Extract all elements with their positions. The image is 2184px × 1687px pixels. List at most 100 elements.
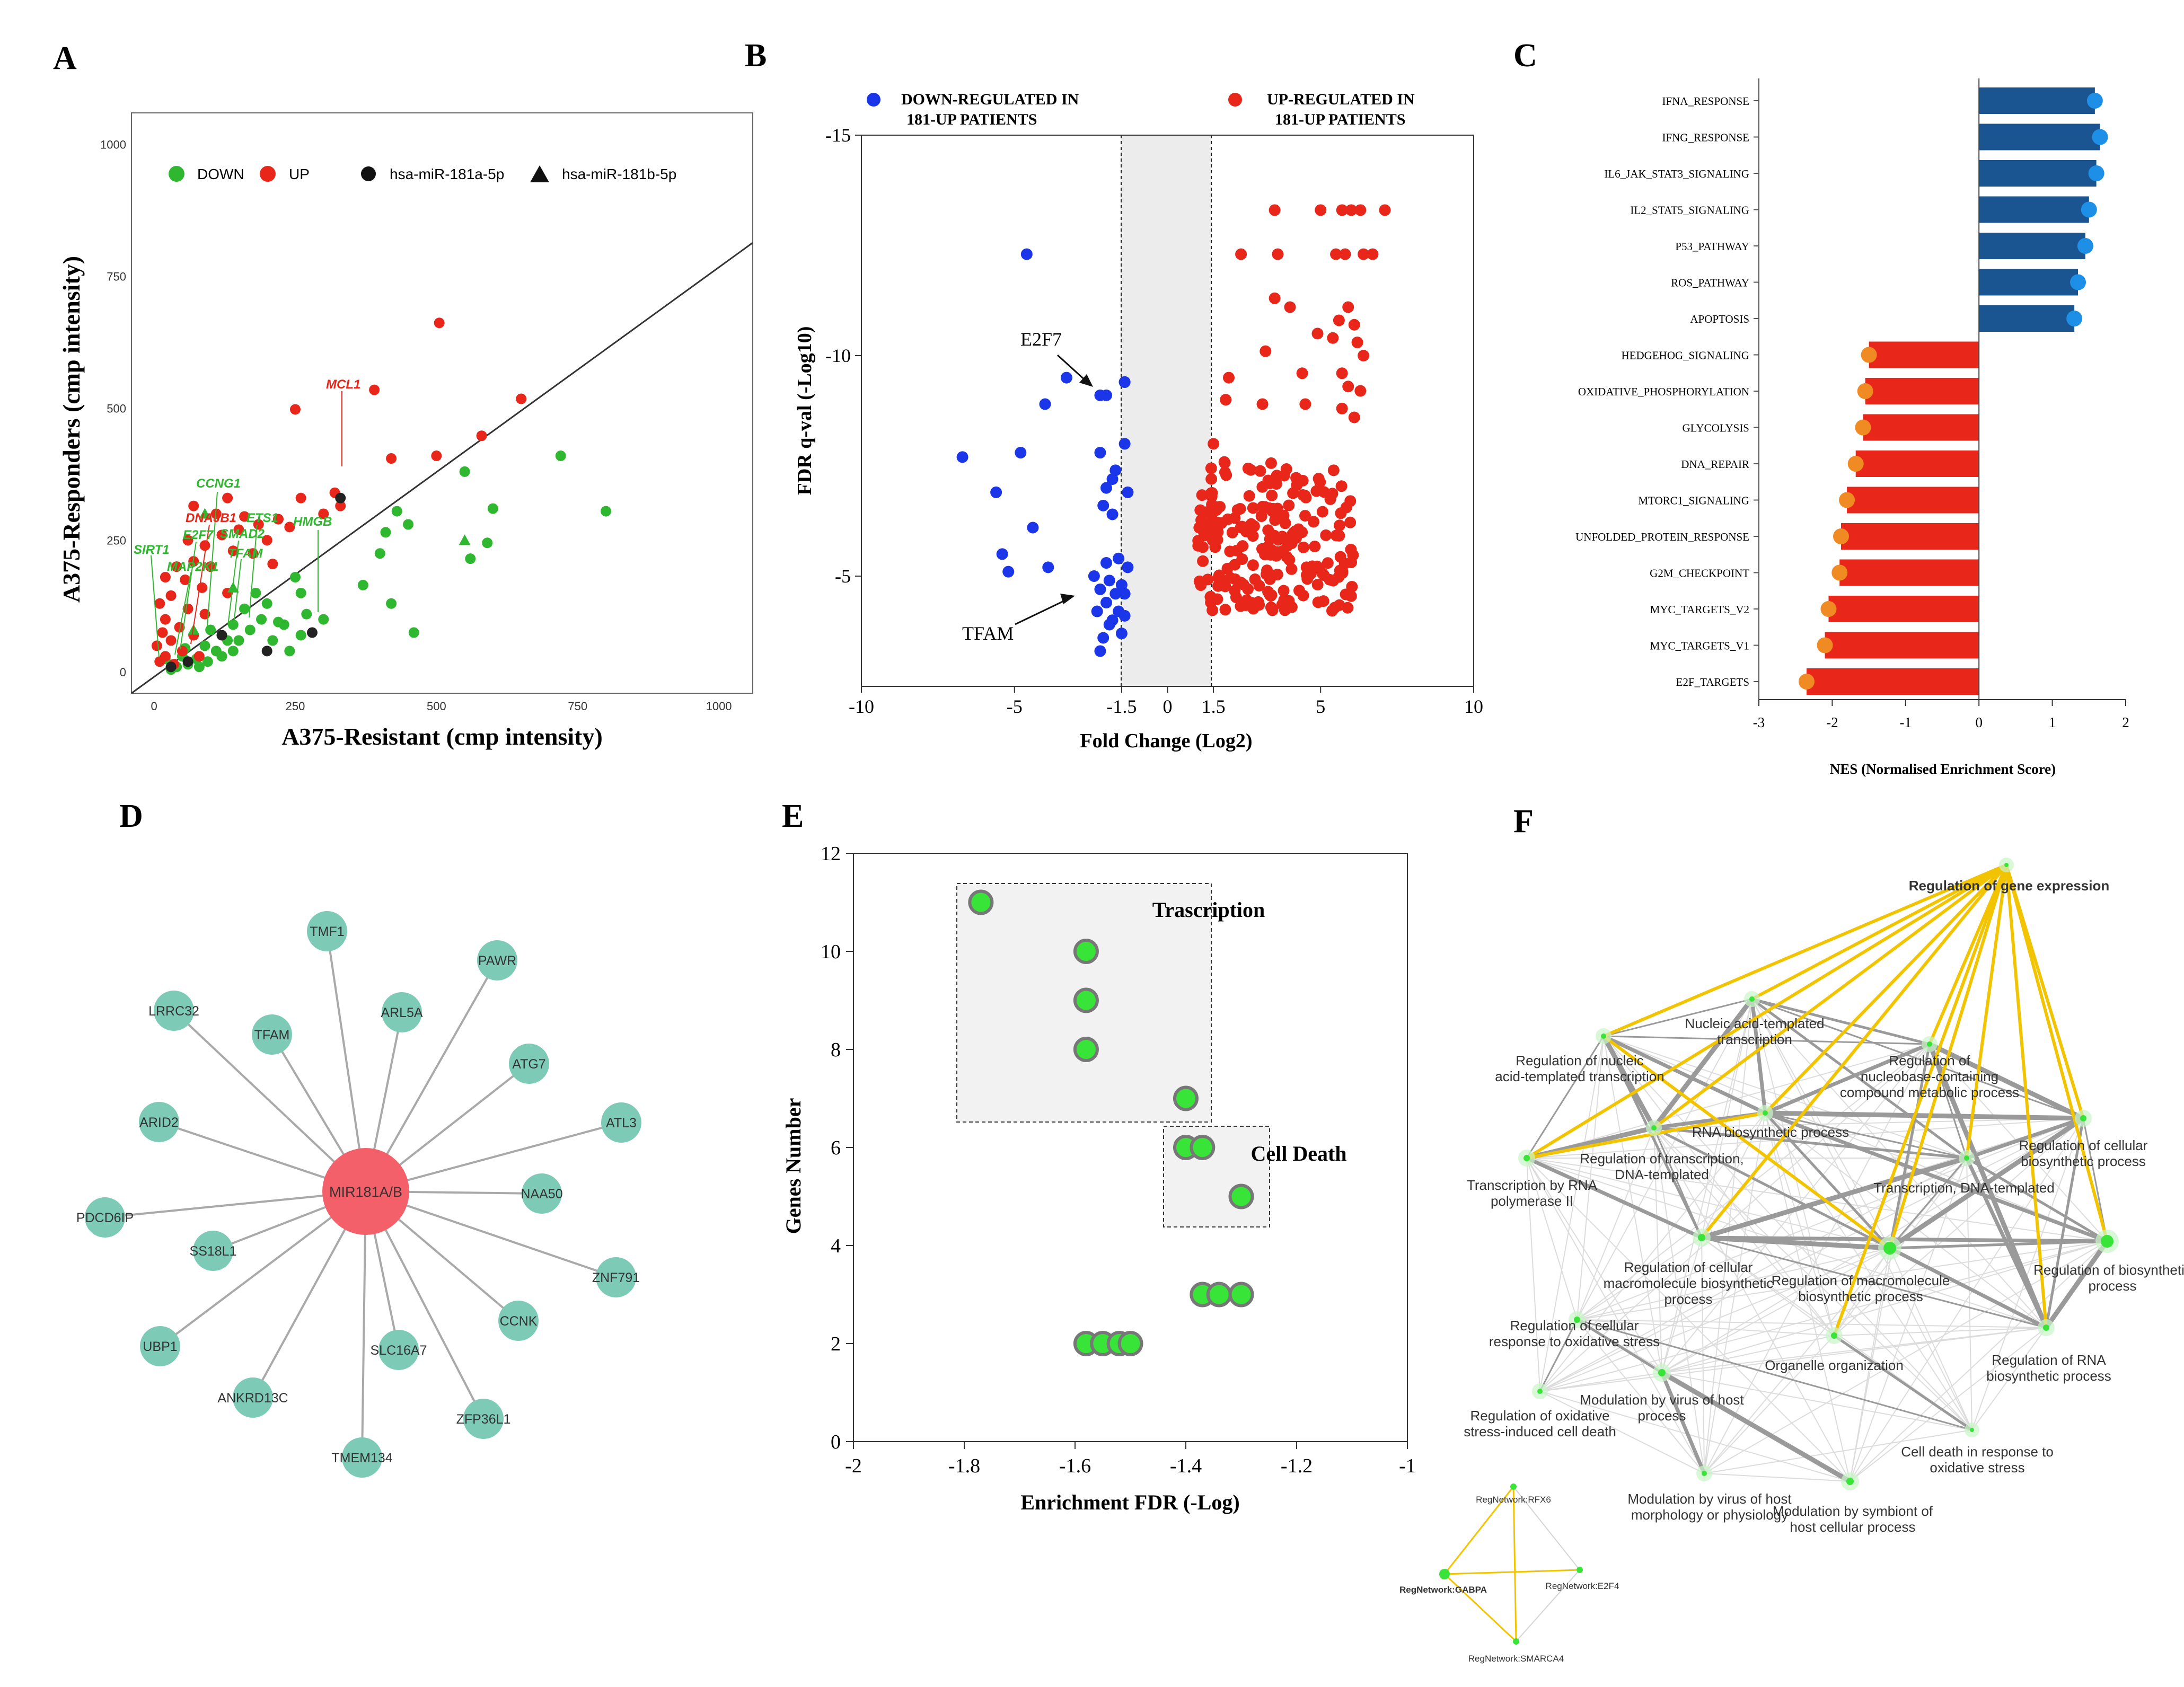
f-gold-edge (1965, 864, 2008, 1159)
c-bar (1979, 160, 2097, 187)
f-faint-edge (1704, 1473, 1851, 1482)
a-up-point (165, 590, 177, 601)
f-faint-edge (1577, 1319, 1705, 1474)
b-up-point (1254, 465, 1266, 477)
e-term-point (1073, 1037, 1099, 1062)
b-down-point (1113, 552, 1125, 564)
f-edge (1660, 1372, 1706, 1474)
b-down-point (1091, 605, 1103, 617)
d-gene-label: CCNK (500, 1314, 538, 1329)
f-edge (2045, 1118, 2085, 1328)
f-term-node (1523, 1155, 1530, 1161)
panel-c-category-labels: IFNA_RESPONSE IFNG_RESPONSE IL6_JAK_STAT3_… (1575, 95, 1759, 688)
b-up-point (1196, 541, 1209, 553)
f-faint-edge (1603, 1036, 2108, 1242)
a-down-point (205, 624, 216, 635)
b-up-point (1223, 372, 1235, 384)
f-gold-edge (1928, 864, 2008, 1045)
f-term-label: Regulation of cellular response to oxidat… (1489, 1318, 1660, 1349)
d-gene-node (378, 1330, 419, 1370)
f-faint-edge (1751, 999, 1972, 1430)
a-y-tick-label: 250 (107, 534, 126, 547)
a-mir-a-point (261, 646, 272, 657)
f-faint-edge (1577, 1237, 1702, 1320)
panel-a-y-ticks: 0 250 500 750 1000 (100, 138, 126, 679)
legend-b-down-patients: 181-UP PATIENTS (906, 111, 1037, 128)
panel-f-regnetwork: RegNetwork:RFX6 RegNetwork:GABPA RegNetwor… (1399, 1483, 1619, 1664)
b-up-point (1290, 472, 1302, 484)
f-faint-edge (1661, 1372, 1972, 1430)
panel-e-enrichment: Trascription Cell Death -2 -1.8 -1.6 -1.4 -1… (781, 843, 1416, 1514)
f-regnet-edge (1512, 1486, 1517, 1642)
b-down-point (1119, 588, 1131, 600)
d-edge (326, 931, 367, 1192)
f-term-label: Regulation of oxidative stress-induced ce… (1464, 1408, 1616, 1439)
legend-b-up-patients: 181-UP PATIENTS (1275, 111, 1405, 128)
e-y-tick-label: 4 (831, 1235, 841, 1257)
c-bar (1979, 87, 2095, 114)
b-up-point (1316, 567, 1328, 579)
panel-e-x-label: Enrichment FDR (-Log) (1020, 1490, 1239, 1514)
panel-c-x-ticks: -3 -2 -1 0 1 2 (1753, 700, 2129, 730)
b-up-point (1324, 493, 1336, 505)
f-faint-edge (1653, 1127, 1972, 1430)
b-up-point (1240, 525, 1252, 537)
b-up-point (1239, 599, 1252, 611)
e-term-point (1228, 1183, 1254, 1209)
b-down-point (1060, 372, 1072, 384)
a-mir-b-point (199, 508, 211, 519)
f-faint-edge (1834, 1118, 2084, 1336)
f-faint-edge (1850, 1327, 2047, 1482)
b-up-point (1196, 489, 1208, 501)
f-gold-edge (1751, 863, 2007, 1001)
panel-e-points (968, 889, 1254, 1356)
d-gene-label: TMF1 (310, 924, 344, 939)
b-up-point (1300, 491, 1312, 504)
b-up-point (1299, 398, 1311, 410)
panel-a-frame (131, 112, 753, 694)
c-bar-end-dot (2066, 311, 2083, 326)
a-down-point (487, 503, 498, 514)
f-edge (1653, 1127, 1703, 1238)
a-up-point (205, 561, 216, 572)
a-down-point (250, 587, 261, 598)
a-mir-a-point (165, 661, 177, 673)
e-y-tick-label: 8 (831, 1039, 841, 1061)
a-x-tick-label: 1000 (706, 700, 732, 713)
b-up-point (1316, 506, 1328, 518)
f-faint-edge (1834, 1248, 1890, 1336)
b-up-point (1253, 580, 1265, 592)
b-up-point (1336, 402, 1348, 414)
c-bar (1863, 414, 1979, 441)
f-faint-edge (1577, 1248, 1890, 1320)
c-bar-end-dot (2092, 129, 2108, 145)
a-down-point (295, 587, 306, 598)
panel-f-edges (1526, 997, 2109, 1483)
f-edge (1701, 1236, 2047, 1329)
d-gene-node (252, 1014, 292, 1055)
b-up-point (1272, 534, 1284, 546)
legend-a-down-label: DOWN (197, 166, 244, 182)
legend-b-up-marker (1228, 93, 1242, 107)
b-up-point (1293, 585, 1305, 597)
b-up-point (1351, 337, 1363, 349)
c-category-label: MYC_TARGETS_V1 (1650, 640, 1749, 652)
f-regnet-node (1510, 1483, 1517, 1490)
b-down-point (1002, 566, 1015, 578)
c-x-tick-label: 2 (2122, 714, 2129, 730)
f-regnet-node (1577, 1567, 1583, 1573)
b-up-point (1210, 517, 1222, 529)
f-faint-edge (1577, 1319, 2047, 1328)
f-edge (1602, 1034, 1766, 1115)
f-regnet-label: RegNetwork:SMARCA4 (1468, 1654, 1564, 1664)
b-down-point (1106, 508, 1119, 520)
a-up-point (188, 500, 199, 511)
b-up-point (1320, 529, 1332, 541)
panel-b-down-points (956, 248, 1134, 657)
panel-a-diagonal (131, 242, 753, 694)
f-term-node (2043, 1324, 2049, 1331)
b-y-tick-label: -15 (825, 125, 851, 146)
a-up-point (171, 561, 182, 572)
d-gene-label: SLC16A7 (370, 1343, 427, 1358)
b-up-point (1247, 502, 1259, 514)
